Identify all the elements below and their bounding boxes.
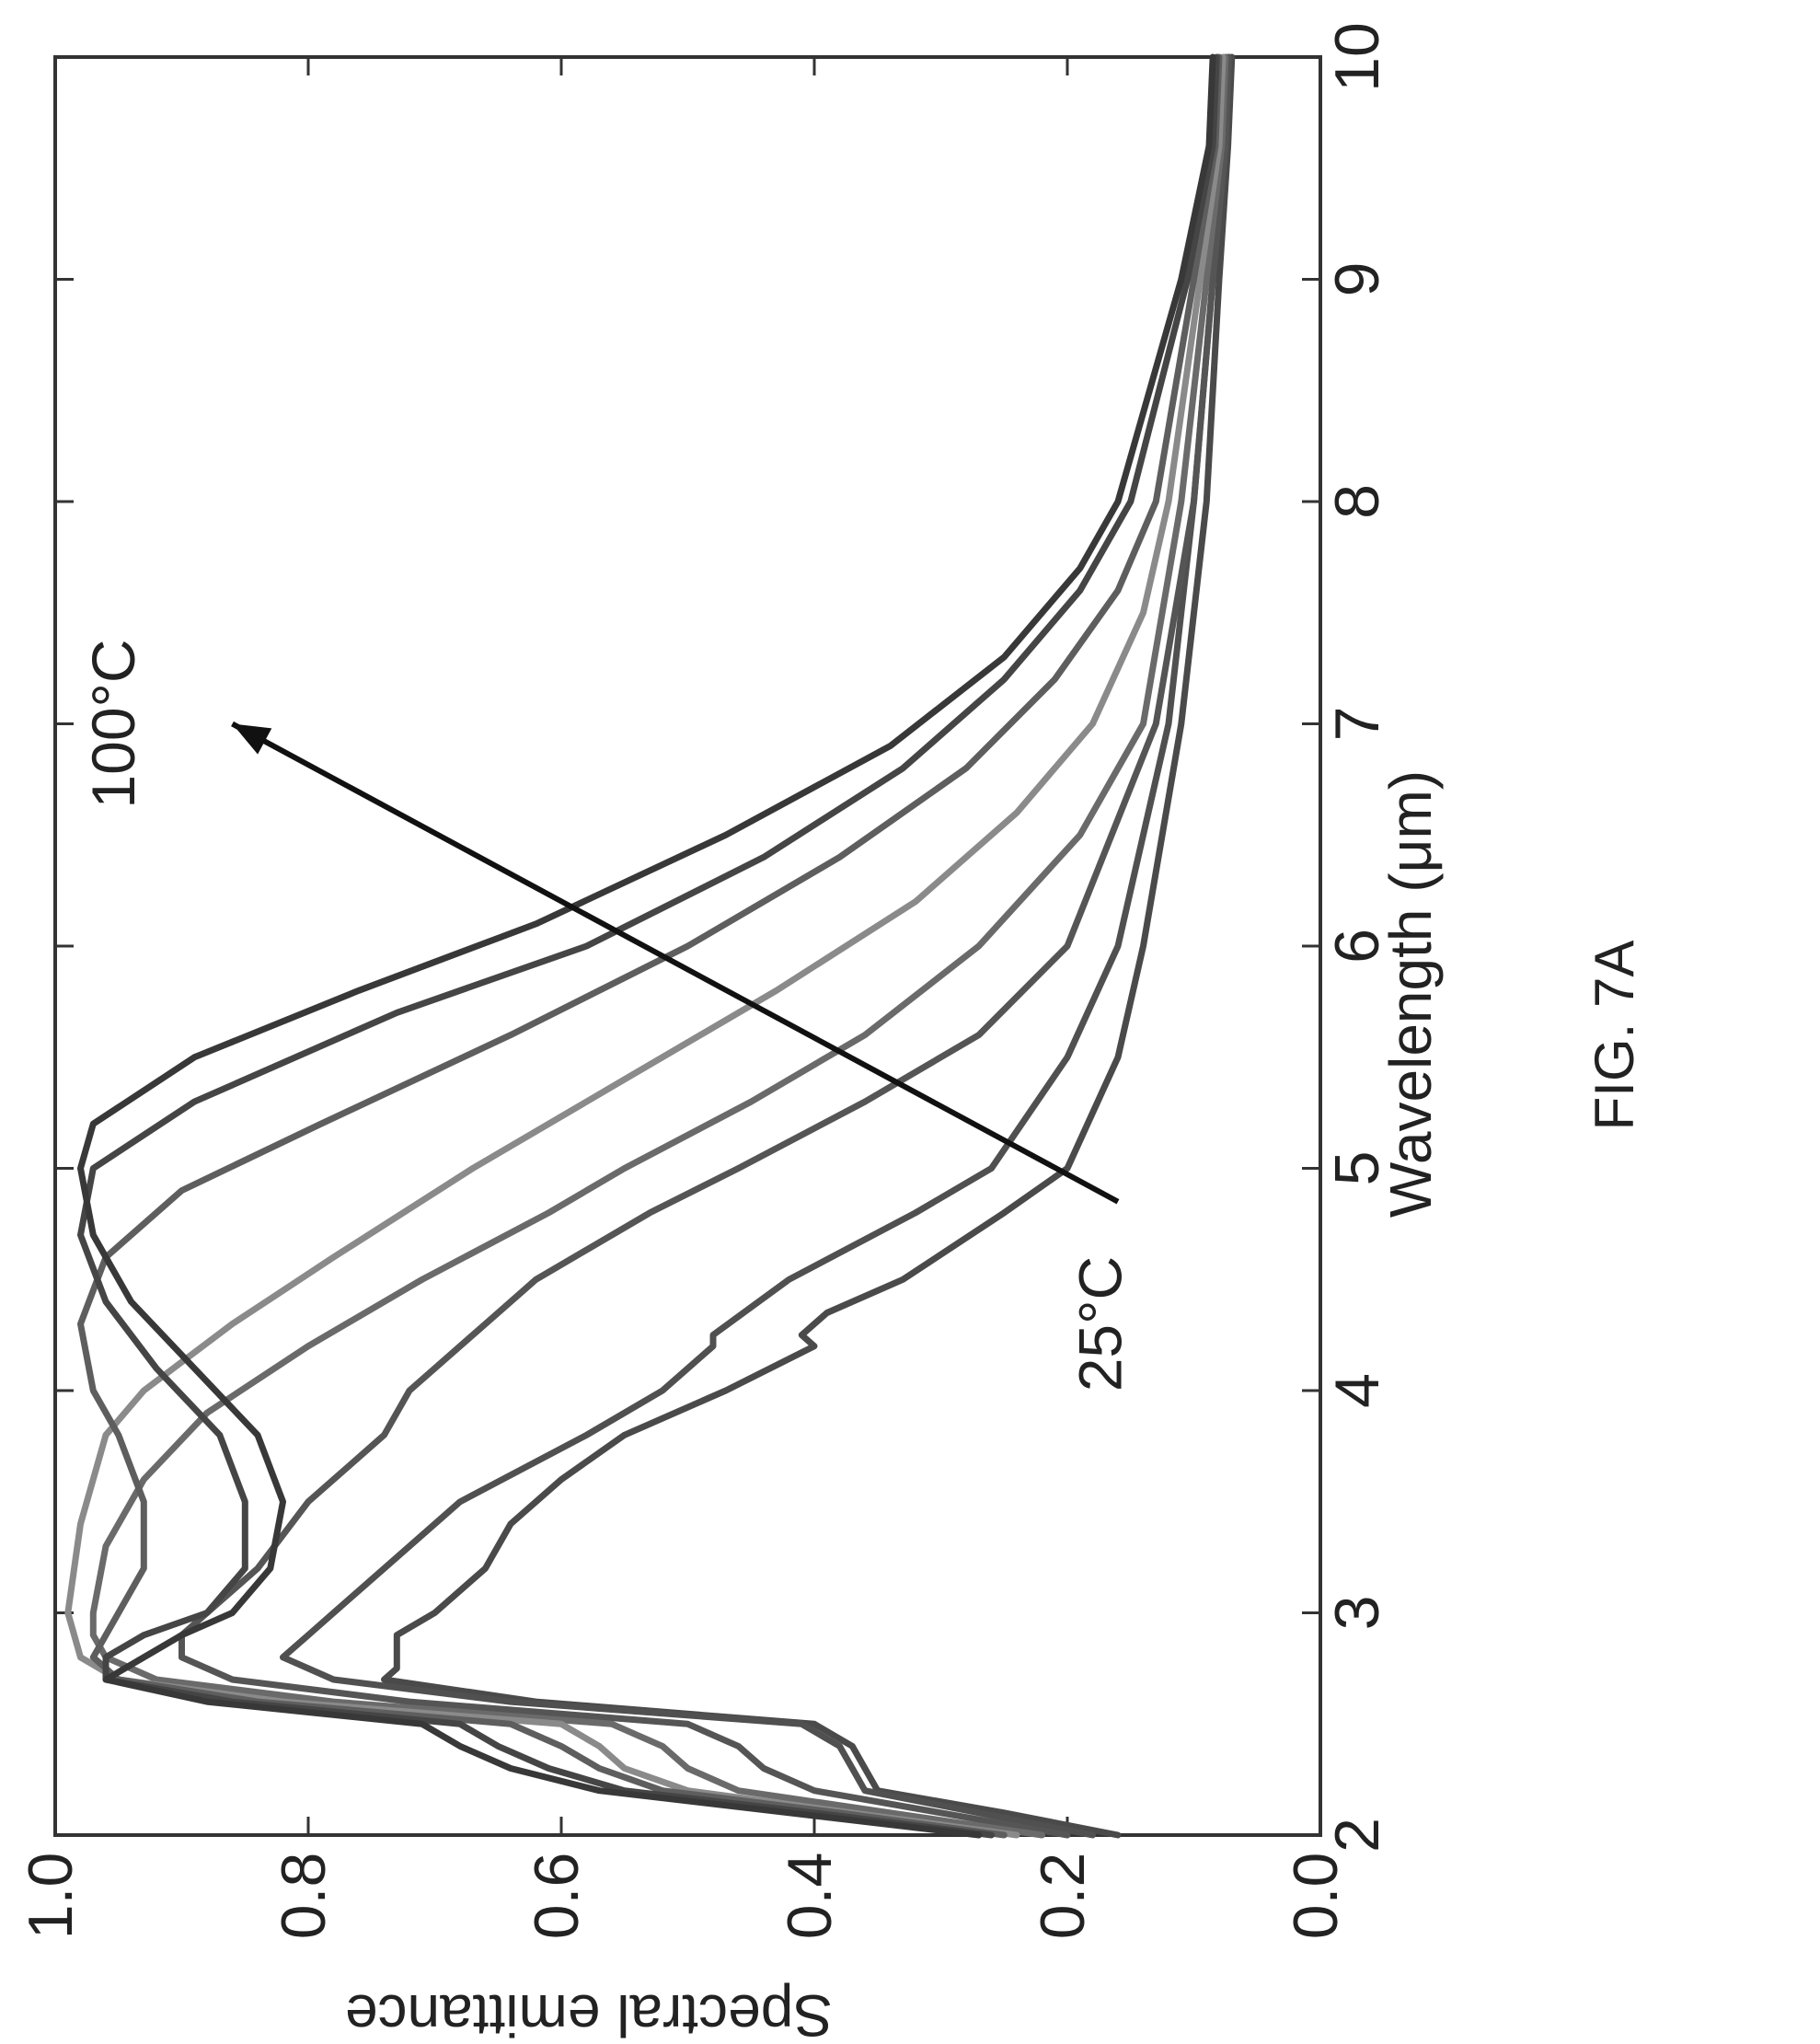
annotation-label: 25°C bbox=[1066, 1256, 1135, 1392]
figure-caption: FIG. 7A bbox=[1584, 941, 1645, 1131]
series-line-8 bbox=[77, 53, 1216, 1839]
x-tick-label: 3 bbox=[1322, 1596, 1392, 1631]
x-axis-title: Wavelength (μm) bbox=[1377, 770, 1444, 1218]
y-tick-label: 1.0 bbox=[16, 1853, 86, 1940]
trend-arrow-shaft bbox=[231, 721, 1120, 1205]
x-tick-label: 4 bbox=[1322, 1373, 1392, 1408]
y-tick-label: 0.2 bbox=[1028, 1853, 1098, 1940]
x-tick-label: 5 bbox=[1322, 1151, 1392, 1186]
y-tick-label: 0.8 bbox=[269, 1853, 339, 1940]
tick-labels: 2 3 4 5 6 7 8 9 10 0.0 0.2 0.4 0.6 0.8 1.0 bbox=[16, 22, 1392, 1939]
y-axis-title: Spectral emittance bbox=[345, 1982, 833, 2044]
series-line-6 bbox=[77, 53, 1223, 1839]
x-tick-label: 7 bbox=[1322, 707, 1392, 742]
y-tick-label: 0.0 bbox=[1281, 1853, 1351, 1940]
arrow-layer: 25°C 100°C bbox=[79, 639, 1135, 1392]
y-tick-label: 0.4 bbox=[775, 1853, 845, 1940]
series-line-1 bbox=[381, 53, 1236, 1839]
y-tick-label: 0.6 bbox=[522, 1853, 592, 1940]
series-line-3 bbox=[179, 53, 1232, 1839]
x-tick-label: 9 bbox=[1322, 262, 1392, 297]
x-tick-label: 6 bbox=[1322, 929, 1392, 964]
plot-area: 25°C 100°C 2 3 4 5 6 7 8 9 10 0.0 0.2 0.4 0.6 0.8 1.0 bbox=[16, 22, 1392, 1939]
x-tick-label: 8 bbox=[1322, 484, 1392, 519]
series-line-7 bbox=[77, 53, 1220, 1839]
x-tick-label: 2 bbox=[1322, 1818, 1392, 1853]
trend-arrow-head bbox=[232, 723, 272, 755]
series-line-2 bbox=[280, 53, 1233, 1839]
series-line-4 bbox=[89, 53, 1229, 1839]
x-tick-label: 10 bbox=[1322, 22, 1392, 92]
annotation-label: 100°C bbox=[79, 639, 147, 808]
series-layer bbox=[64, 53, 1236, 1839]
